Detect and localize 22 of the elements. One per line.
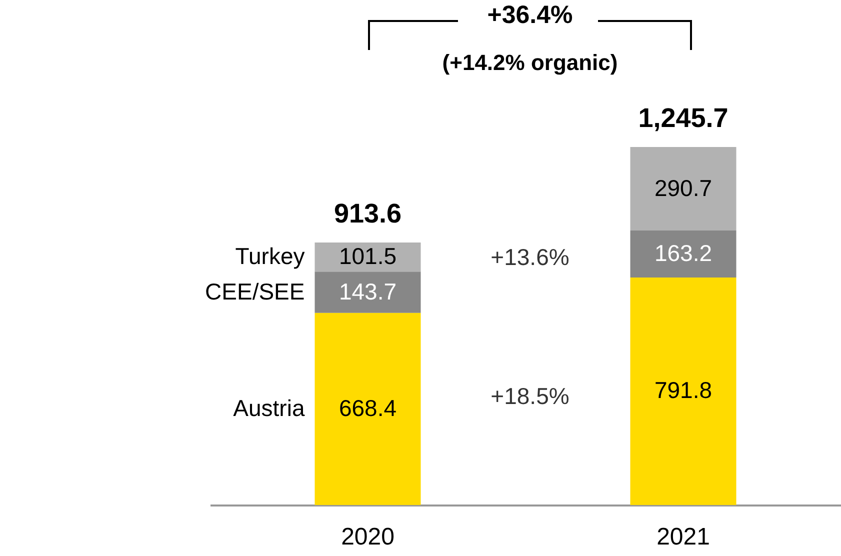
x-tick-label: 2020 [341, 524, 394, 550]
total-label: 913.6 [334, 198, 402, 228]
annotation: +13.6% [490, 244, 570, 270]
series-label: CEE/SEE [205, 278, 305, 304]
data-label: 101.5 [338, 243, 397, 270]
data-label: 668.4 [338, 394, 397, 421]
data-label: 290.7 [654, 174, 712, 201]
series-label: Austria [233, 394, 305, 421]
annotation: +18.5% [490, 383, 570, 409]
bar [314, 272, 421, 313]
text: (+14.2% organic) [442, 50, 618, 75]
data-label: 791.8 [654, 377, 712, 404]
bar [630, 230, 736, 278]
total-label: 1,245.7 [638, 103, 728, 133]
x-tick-label: 2021 [656, 524, 710, 550]
data-label: 143.7 [338, 278, 397, 304]
series-label: Turkey [235, 243, 306, 270]
bar [630, 277, 736, 505]
bar [630, 147, 736, 231]
text: +36.4% [487, 1, 573, 29]
data-label: 163.2 [654, 240, 712, 266]
bar [314, 312, 421, 505]
